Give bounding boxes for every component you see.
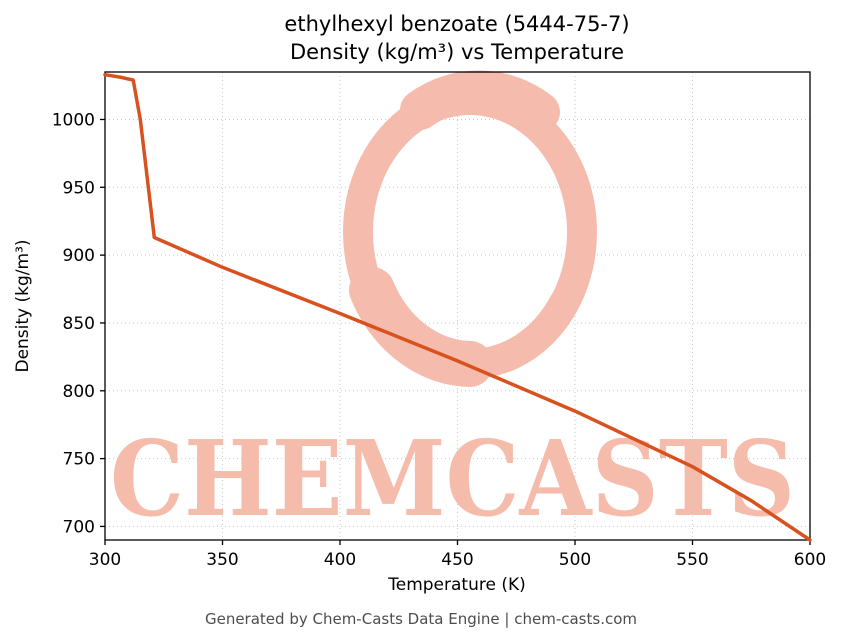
x-tick-label: 400 <box>324 550 356 570</box>
y-tick-label: 850 <box>63 314 95 334</box>
y-tick-label: 700 <box>63 517 95 537</box>
ring-brush-top <box>400 70 560 132</box>
x-tick-label: 350 <box>206 550 238 570</box>
y-axis-label: Density (kg/m³) <box>13 239 33 372</box>
chart-title-line1: ethylhexyl benzoate (5444-75-7) <box>284 12 629 36</box>
y-tick-label: 800 <box>63 382 95 402</box>
x-tick-label: 450 <box>441 550 473 570</box>
y-tick-label: 900 <box>63 246 95 266</box>
y-tick-label: 750 <box>63 450 95 470</box>
y-axis-ticks: 700 750 800 850 900 950 1000 <box>52 110 105 537</box>
density-line <box>103 72 812 542</box>
x-tick-label: 550 <box>676 550 708 570</box>
x-axis-label: Temperature (K) <box>387 575 526 595</box>
watermark-ring-logo <box>343 70 597 387</box>
ring-brush-tail <box>510 290 570 355</box>
chart-title-line2: Density (kg/m³) vs Temperature <box>290 40 624 64</box>
grid-lines <box>104 72 811 540</box>
x-tick-label: 600 <box>794 550 826 570</box>
x-tick-label: 300 <box>89 550 121 570</box>
y-tick-label: 950 <box>63 178 95 198</box>
series-layer <box>103 72 812 542</box>
ring-brush-stroke <box>349 267 493 387</box>
x-axis-ticks: 300 350 400 450 500 550 600 <box>89 540 826 570</box>
watermark-text: CHEMCASTS <box>110 417 795 540</box>
footer-attribution: Generated by Chem-Casts Data Engine | ch… <box>205 610 637 628</box>
x-tick-label: 500 <box>559 550 591 570</box>
y-tick-label: 1000 <box>52 110 95 130</box>
